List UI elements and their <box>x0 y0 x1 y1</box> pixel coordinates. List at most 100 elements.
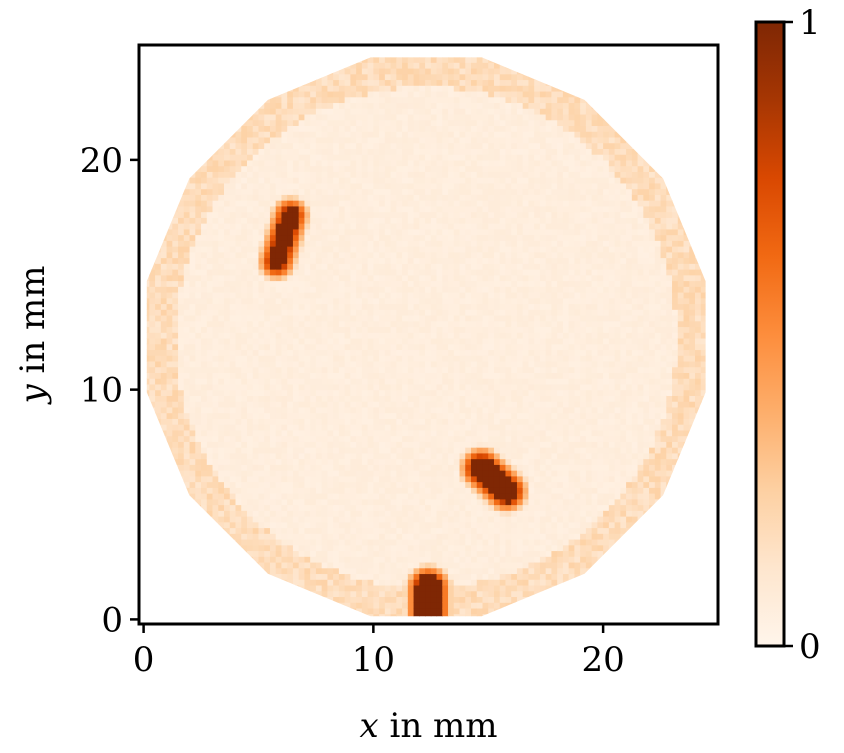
heatmap-cell <box>275 79 283 86</box>
heatmap-cell <box>402 567 409 575</box>
heatmap-cell <box>310 119 317 127</box>
heatmap-cell <box>442 481 449 488</box>
heatmap-cell <box>146 326 150 333</box>
heatmap-cell <box>379 165 386 172</box>
heatmap-cell <box>471 395 478 402</box>
heatmap-cell <box>252 516 260 523</box>
heatmap-cell <box>287 383 294 391</box>
heatmap-cell <box>258 412 265 419</box>
heatmap-cell <box>453 240 461 247</box>
heatmap-cell <box>425 148 432 155</box>
heatmap-cell <box>459 401 466 408</box>
heatmap-cell <box>212 274 219 282</box>
heatmap-cell <box>344 590 351 598</box>
heatmap-cell <box>361 131 369 138</box>
heatmap-cell <box>172 447 179 454</box>
heatmap-cell <box>361 510 369 517</box>
heatmap-cell <box>344 561 351 569</box>
heatmap-cell <box>402 291 409 299</box>
heatmap-cell <box>269 441 277 448</box>
heatmap-cell <box>172 320 179 328</box>
heatmap-cell <box>344 125 351 132</box>
heatmap-cell <box>178 269 185 276</box>
heatmap-cell <box>212 412 219 419</box>
heatmap-cell <box>224 171 231 178</box>
heatmap-cell <box>384 142 392 149</box>
heatmap-cell <box>195 475 202 483</box>
heatmap-cell <box>287 280 294 287</box>
heatmap-cell <box>304 498 311 506</box>
heatmap-cell <box>471 269 478 276</box>
heatmap-cell <box>310 418 317 425</box>
heatmap-cell <box>384 291 392 299</box>
heatmap-cell <box>471 188 478 195</box>
heatmap-cell <box>356 441 363 448</box>
heatmap-cell <box>183 481 191 488</box>
heatmap-cell <box>453 561 461 569</box>
heatmap-cell <box>206 378 214 385</box>
heatmap-cell <box>298 504 306 511</box>
heatmap-cell <box>287 125 294 132</box>
heatmap-cell <box>310 538 317 546</box>
heatmap-cell <box>338 527 346 534</box>
heatmap-cell <box>264 240 271 247</box>
heatmap-cell <box>310 108 317 115</box>
heatmap-cell <box>155 309 162 316</box>
heatmap-cell <box>327 326 334 333</box>
heatmap-cell <box>344 194 351 201</box>
heatmap-cell <box>160 234 168 241</box>
heatmap-cell <box>396 102 403 109</box>
heatmap-cell <box>292 383 300 391</box>
heatmap-cell <box>471 412 478 419</box>
heatmap-cell <box>298 251 306 259</box>
heatmap-cell <box>189 200 196 207</box>
heatmap-cell <box>396 148 403 155</box>
heatmap-cell <box>310 389 317 396</box>
heatmap-cell <box>310 79 317 86</box>
heatmap-cell <box>218 177 225 184</box>
heatmap-cell <box>258 360 265 368</box>
heatmap-cell <box>298 274 306 282</box>
heatmap-cell <box>275 303 283 310</box>
heatmap-cell <box>344 366 351 374</box>
heatmap-cell <box>367 401 374 408</box>
heatmap-cell <box>269 234 277 241</box>
heatmap-cell <box>442 561 449 569</box>
heatmap-cell <box>149 263 156 270</box>
heatmap-cell <box>327 406 334 414</box>
heatmap-cell <box>356 596 363 603</box>
heatmap-cell <box>252 561 260 569</box>
heatmap-cell <box>160 406 168 414</box>
heatmap-cell <box>396 498 403 506</box>
heatmap-cell <box>224 481 231 488</box>
heatmap-cell <box>149 286 156 293</box>
heatmap-cell <box>356 263 363 270</box>
heatmap-cell <box>373 286 380 293</box>
heatmap-cell <box>442 125 449 132</box>
heatmap-cell <box>419 349 426 356</box>
heatmap-cell <box>453 67 461 75</box>
heatmap-cell <box>246 527 254 534</box>
heatmap-cell <box>419 125 426 132</box>
heatmap-cell <box>361 286 369 293</box>
heatmap-cell <box>264 389 271 396</box>
heatmap-cell <box>338 504 346 511</box>
heatmap-cell <box>430 561 438 569</box>
heatmap-cell <box>201 263 208 270</box>
heatmap-cell <box>379 67 386 75</box>
heatmap-cell <box>298 424 306 431</box>
heatmap-cell <box>235 257 242 264</box>
heatmap-cell <box>413 533 420 540</box>
heatmap-cell <box>373 596 380 603</box>
heatmap-cell <box>448 613 455 617</box>
heatmap-cell <box>252 452 260 460</box>
heatmap-cell <box>338 401 346 408</box>
heatmap-cell <box>436 383 443 391</box>
heatmap-cell <box>189 320 196 328</box>
heatmap-cell <box>292 366 300 374</box>
heatmap-cell <box>459 613 466 617</box>
heatmap-cell <box>430 355 438 362</box>
heatmap-cell <box>419 200 426 207</box>
heatmap-cell <box>402 538 409 546</box>
heatmap-cell <box>442 177 449 184</box>
